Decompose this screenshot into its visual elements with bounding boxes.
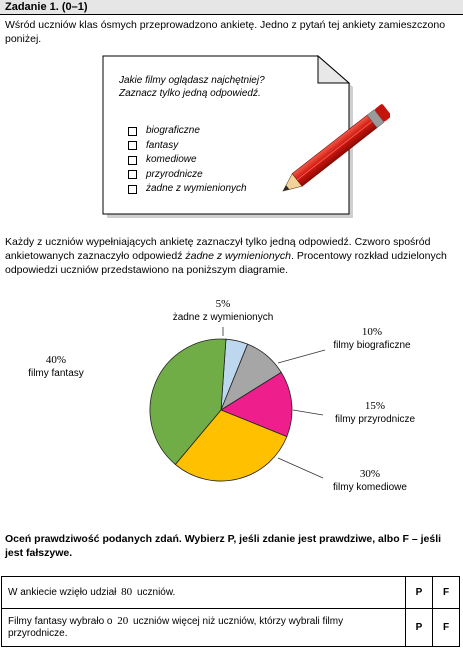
description-paragraph: Każdy z uczniów wypełniających ankietę z… bbox=[5, 235, 457, 277]
pie-slice bbox=[149, 338, 227, 465]
statement-cell: W ankiecie wzięło udział 80 uczniów. bbox=[1, 576, 406, 609]
slice-percent-label: 10% bbox=[362, 326, 382, 338]
statement-after: uczniów. bbox=[136, 586, 176, 598]
survey-option: żadne z wymienionych bbox=[128, 182, 247, 197]
survey-option: komediowe bbox=[128, 153, 247, 168]
checkbox-icon bbox=[128, 126, 137, 136]
survey-option: fantasy bbox=[128, 139, 247, 154]
paragraph-part1: Każdy z uczniów wypełniających ankietę z… bbox=[5, 236, 431, 262]
pie-chart: 5% żadne z wymienionych 10% filmy biografic… bbox=[28, 298, 415, 493]
statement-number: 80 bbox=[121, 585, 133, 598]
option-label: komediowe bbox=[146, 154, 197, 165]
checkbox-icon bbox=[128, 155, 137, 165]
slice-name-label: filmy przyrodnicze bbox=[335, 414, 415, 425]
survey-option: przyrodnicze bbox=[128, 168, 247, 183]
answer-table: W ankiecie wzięło udział 80 uczniów. P F… bbox=[1, 576, 460, 647]
leader-line bbox=[292, 409, 324, 416]
slice-name-label: filmy biograficzne bbox=[333, 340, 411, 351]
statement-after: uczniów więcej niż uczniów, którzy wybra… bbox=[8, 615, 344, 640]
leader-line bbox=[277, 457, 324, 479]
checkbox-icon bbox=[128, 170, 137, 180]
survey-question-line2: Zaznacz tylko jedną odpowiedź. bbox=[119, 88, 261, 99]
slice-percent-label: 15% bbox=[365, 400, 385, 412]
slice-percent-label: 40% bbox=[46, 354, 66, 366]
option-label: żadne z wymienionych bbox=[146, 183, 247, 194]
pie-slice bbox=[220, 371, 293, 438]
checkbox-icon bbox=[128, 184, 137, 194]
statement-number: 20 bbox=[117, 614, 129, 627]
true-option[interactable]: P bbox=[405, 576, 433, 609]
survey-option: biograficzne bbox=[128, 124, 247, 139]
intro-text: Wśród uczniów klas ósmych przeprowadzono… bbox=[5, 19, 446, 45]
option-label: biograficzne bbox=[146, 125, 200, 136]
slice-name-label: filmy komediowe bbox=[333, 482, 407, 493]
slice-percent-label: 5% bbox=[216, 298, 231, 310]
leader-lines bbox=[222, 327, 326, 479]
pie-slice bbox=[174, 409, 288, 482]
table-row: Filmy fantasy wybrało o 20 uczniów więce… bbox=[1, 608, 460, 647]
survey-options: biograficzne fantasy komediowe przyrodni… bbox=[128, 124, 247, 197]
pencil-icon bbox=[282, 104, 390, 192]
true-option[interactable]: P bbox=[405, 608, 433, 647]
survey-question: Jakie filmy oglądasz najchętniej? Zaznac… bbox=[119, 74, 265, 100]
survey-question-line1: Jakie filmy oglądasz najchętniej? bbox=[119, 75, 265, 86]
option-label: fantasy bbox=[146, 139, 179, 151]
false-option[interactable]: F bbox=[432, 608, 460, 647]
pie-slices bbox=[149, 338, 293, 482]
task-header: Zadanie 1. (0–1) bbox=[0, 0, 463, 15]
pie-labels: 5% żadne z wymienionych 10% filmy biografic… bbox=[28, 298, 415, 493]
leader-line bbox=[277, 349, 326, 364]
task-title: Zadanie 1. (0–1) bbox=[5, 1, 88, 13]
slice-percent-label: 30% bbox=[360, 468, 380, 480]
slice-name-label: żadne z wymienionych bbox=[173, 312, 274, 323]
instruction: Oceń prawdziwość podanych zdań. Wybierz … bbox=[5, 533, 442, 559]
paragraph-part2: . Procentowy rozkład udzielonych odpowie… bbox=[5, 250, 447, 276]
paragraph-emphasis: żadne z wymienionych bbox=[185, 250, 291, 262]
false-option[interactable]: F bbox=[432, 576, 460, 609]
survey-card bbox=[102, 54, 390, 218]
table-row: W ankiecie wzięło udział 80 uczniów. P F bbox=[1, 576, 460, 609]
statement-cell: Filmy fantasy wybrało o 20 uczniów więce… bbox=[1, 608, 406, 647]
option-label: przyrodnicze bbox=[146, 168, 203, 180]
slice-name-label: filmy fantasy bbox=[28, 368, 84, 379]
checkbox-icon bbox=[128, 141, 137, 151]
statement-before: W ankiecie wzięło udział bbox=[8, 586, 117, 598]
statement-before: Filmy fantasy wybrało o bbox=[8, 615, 113, 627]
